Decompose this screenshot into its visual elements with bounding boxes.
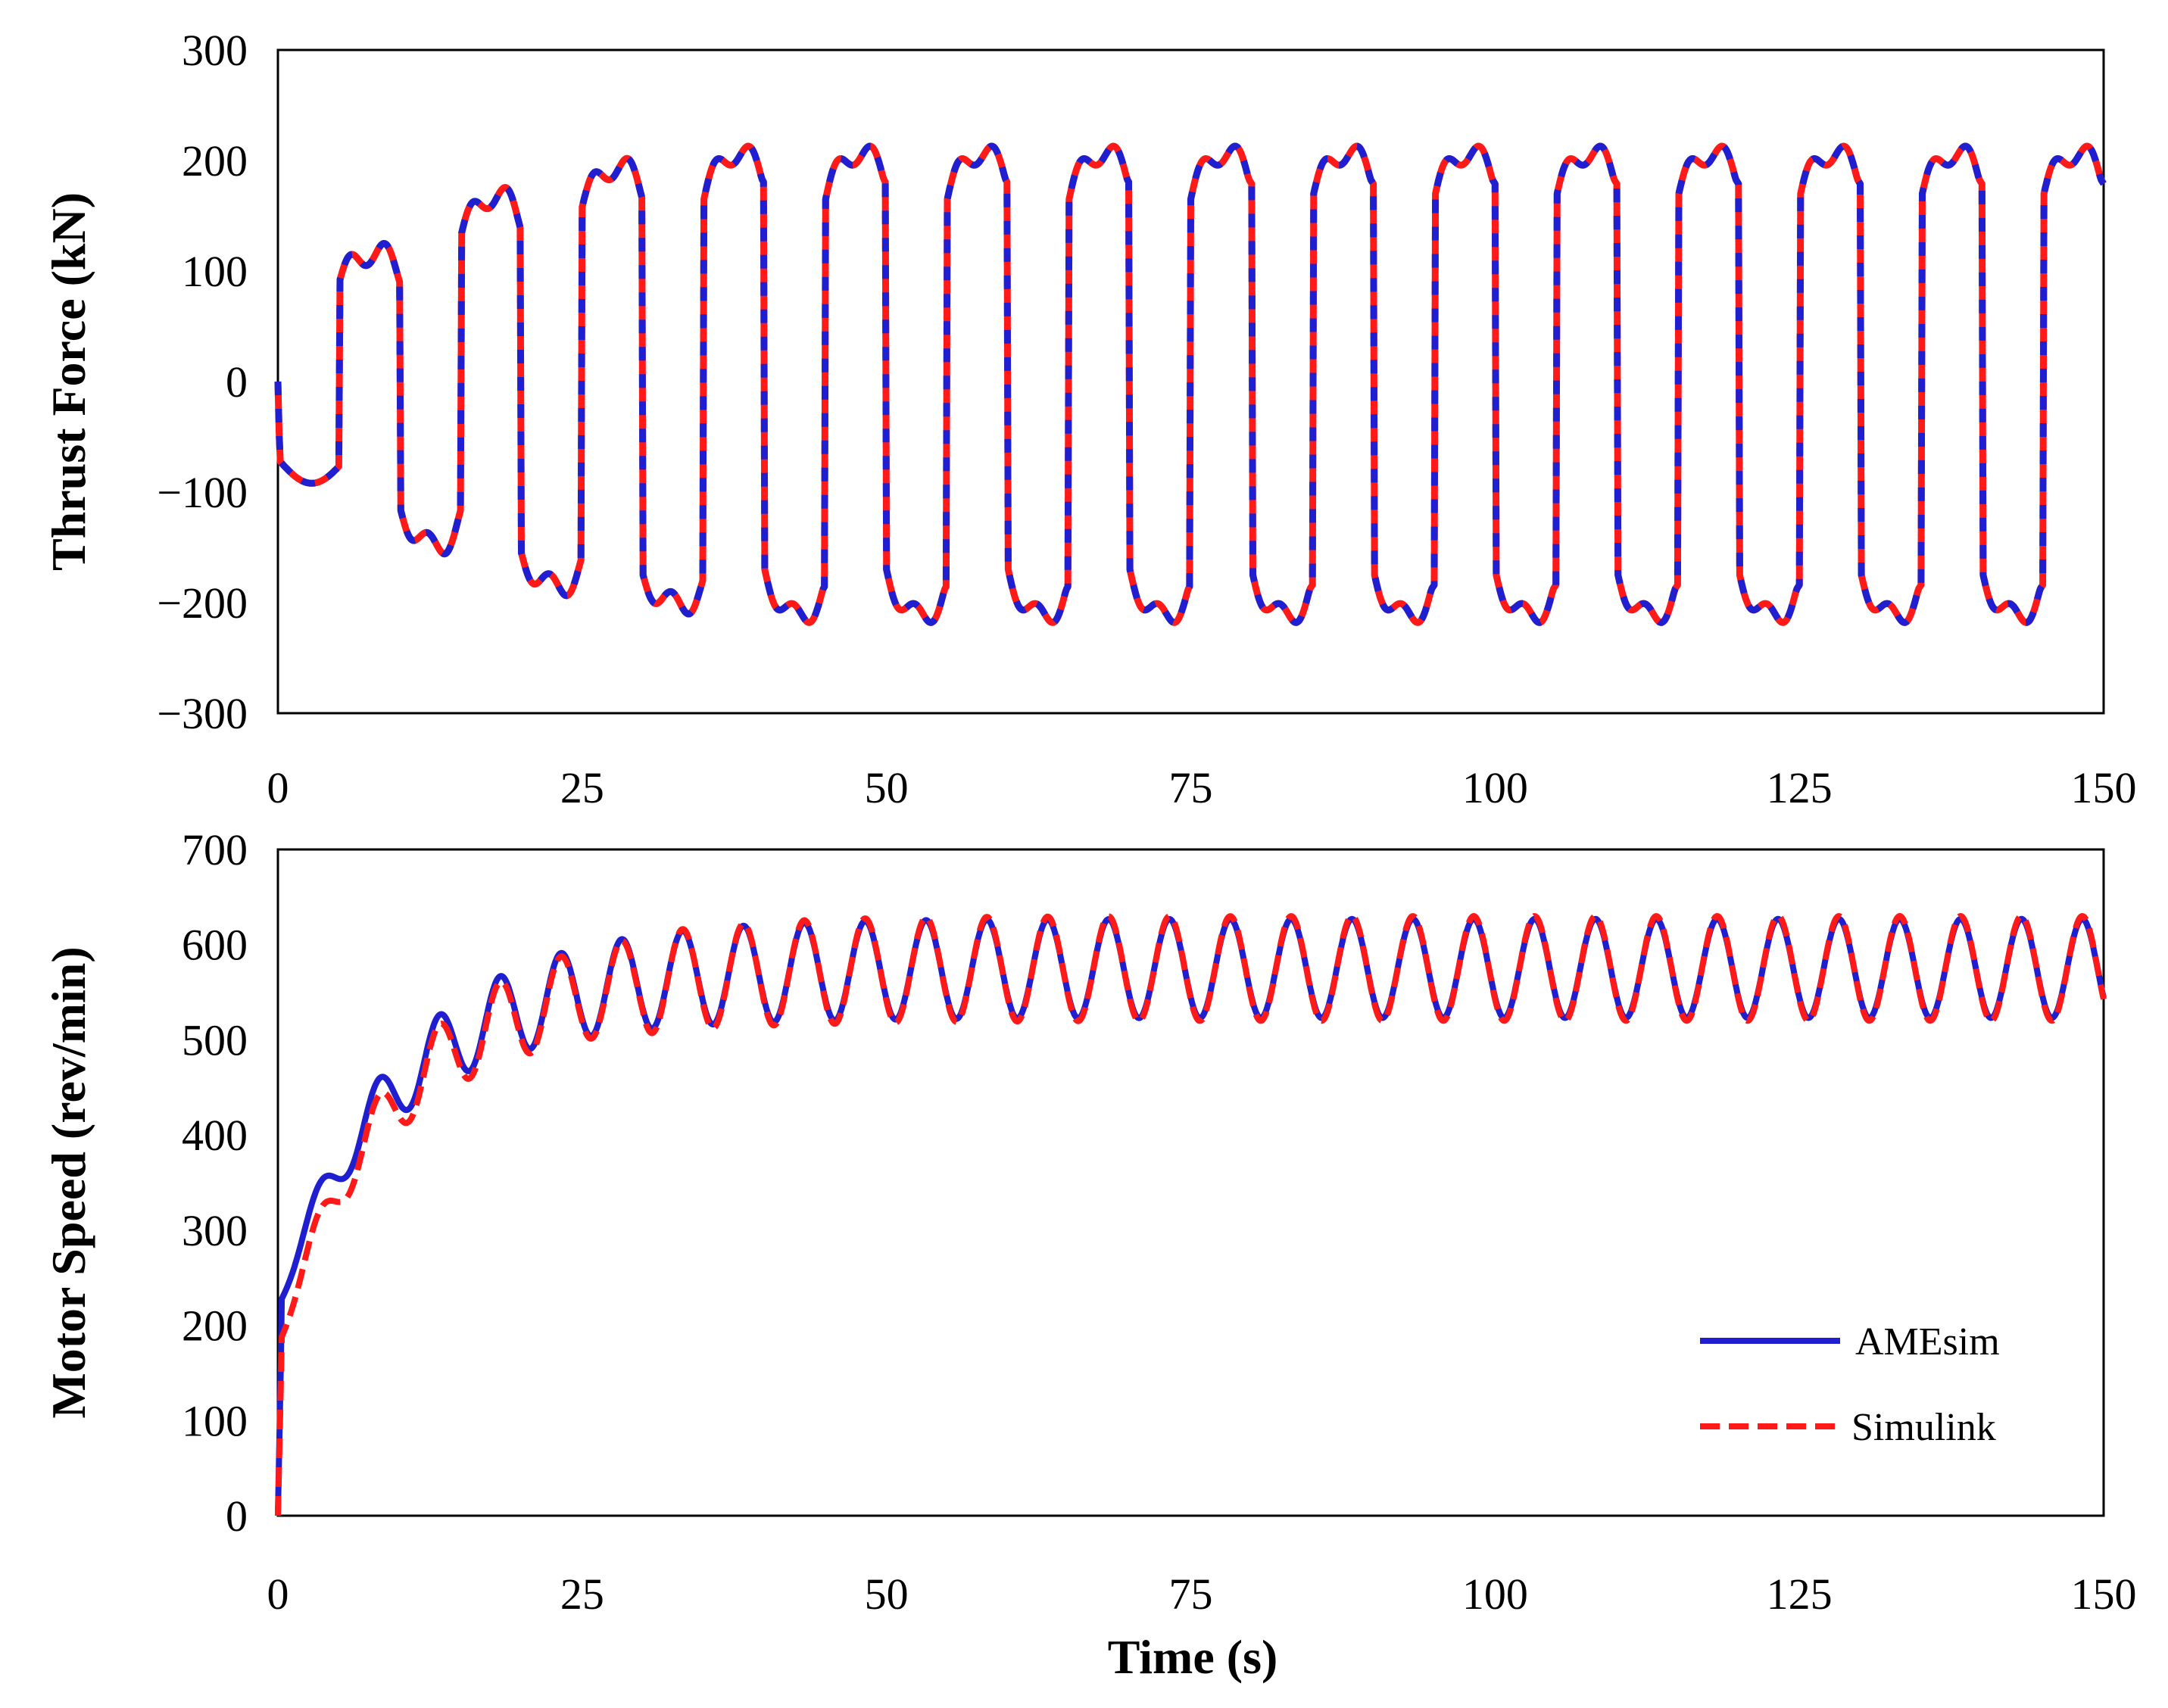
bottom-y-tick-label: 700 (182, 825, 248, 874)
top-y-tick-label: 200 (182, 136, 248, 185)
legend: AMEsim Simulink (1700, 1320, 2000, 1449)
top-series-group (274, 142, 2107, 626)
bottom-y-tick-label: 500 (182, 1015, 248, 1064)
bottom-y-tick-label: 600 (182, 921, 248, 970)
top-y-tick-label: 100 (182, 247, 248, 296)
bottom-plot-frame (276, 848, 2105, 1517)
bottom-y-tick-label: 400 (182, 1111, 248, 1160)
bottom-x-tick-label: 75 (1169, 1569, 1213, 1619)
bottom-y-tick-label: 300 (182, 1206, 248, 1255)
legend-label-amesim: AMEsim (1855, 1320, 2000, 1364)
bottom-y-tick-label: 100 (182, 1396, 248, 1445)
top-x-tick-label: 75 (1169, 763, 1213, 812)
bottom-y-axis-label: Motor Speed (rev/min) (42, 946, 95, 1418)
top-series-amesim (274, 142, 2107, 626)
top-x-tick-label: 100 (1462, 763, 1528, 812)
bottom-x-tick-label: 50 (865, 1569, 909, 1619)
bottom-y-tick-label: 0 (226, 1491, 248, 1541)
top-x-tick-label: 125 (1767, 763, 1833, 812)
top-y-tick-labels: 300 200 100 0 −100 −200 −300 (157, 26, 248, 738)
bottom-y-tick-labels: 700 600 500 400 300 200 100 0 (182, 825, 248, 1541)
bottom-x-axis-label: Time (s) (1108, 1630, 1278, 1684)
top-x-tick-label: 150 (2071, 763, 2137, 812)
bottom-x-tick-label: 100 (1462, 1569, 1528, 1619)
top-y-tick-label: −300 (157, 689, 248, 738)
bottom-series-group (275, 913, 2107, 1516)
top-x-tick-labels: 0 25 50 75 100 125 150 (267, 763, 2137, 812)
top-x-tick-label: 0 (267, 763, 289, 812)
bottom-x-tick-label: 125 (1767, 1569, 1833, 1619)
top-y-axis-label: Thrust Force (kN) (42, 192, 95, 571)
top-y-tick-label: 0 (226, 357, 248, 407)
bottom-y-tick-label: 200 (182, 1301, 248, 1351)
legend-label-simulink: Simulink (1851, 1406, 1996, 1449)
top-x-tick-label: 50 (865, 763, 909, 812)
top-x-tick-label: 25 (560, 763, 604, 812)
bottom-x-tick-labels: 0 25 50 75 100 125 150 (267, 1569, 2137, 1619)
bottom-x-tick-label: 0 (267, 1569, 289, 1619)
top-y-tick-label: −100 (157, 468, 248, 517)
top-y-tick-label: 300 (182, 26, 248, 75)
bottom-series-simulink (275, 913, 2107, 1516)
bottom-x-tick-label: 150 (2071, 1569, 2137, 1619)
top-y-tick-label: −200 (157, 578, 248, 628)
bottom-x-tick-label: 25 (560, 1569, 604, 1619)
